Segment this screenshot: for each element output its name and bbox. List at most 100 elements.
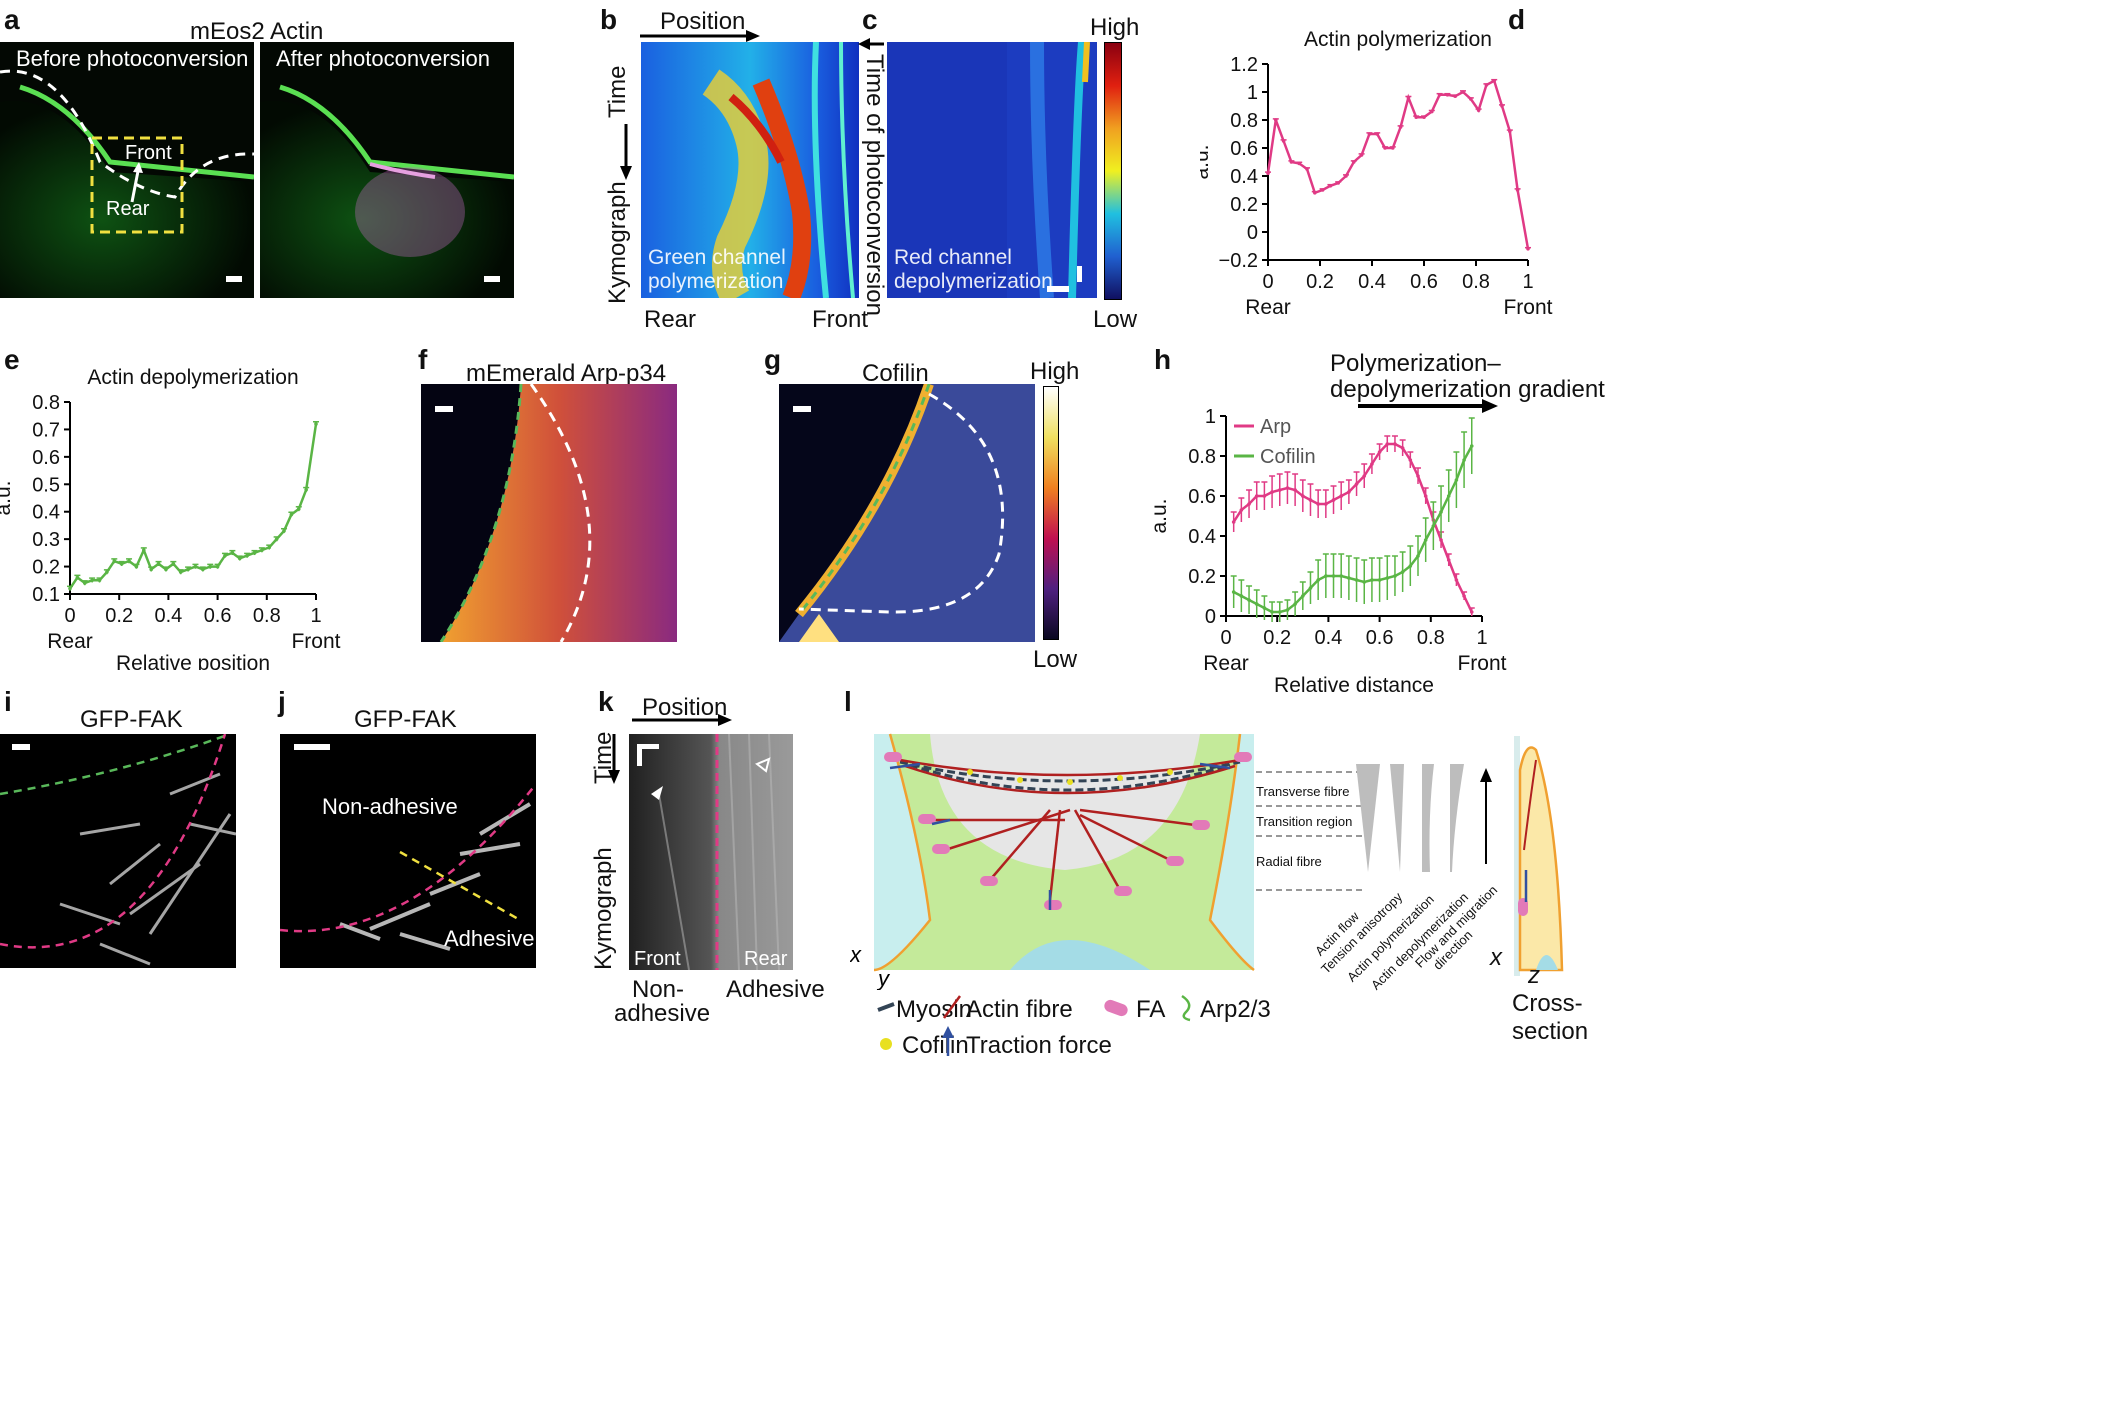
arp-series-point	[1270, 490, 1274, 494]
axis-x-cross: x	[1490, 944, 1502, 971]
arp-series-point	[1324, 502, 1328, 506]
polymerization-point	[1515, 188, 1520, 192]
x-tick-label: 1	[1522, 271, 1533, 293]
y-tick-label: 0.4	[1230, 166, 1258, 188]
depolymerization-point	[296, 507, 301, 511]
adhesive-label: Adhesive	[444, 926, 535, 951]
cofilin-series-point	[1416, 554, 1420, 558]
position-arrow-k	[632, 714, 732, 726]
nonadhesive-label: Non-adhesive	[322, 794, 458, 819]
panel-i-title: GFP-FAK	[80, 706, 183, 733]
polymerization-point	[1414, 115, 1418, 119]
cross-section-2: section	[1512, 1018, 1589, 1045]
panel-label-i: i	[4, 686, 12, 717]
depolymerization-point	[267, 545, 272, 550]
depolymerization-point	[68, 586, 72, 591]
arp-series-point	[1247, 502, 1251, 506]
polymerization-point	[1266, 171, 1270, 175]
depolymerization-point	[314, 422, 318, 426]
depolymerization-point	[112, 559, 117, 563]
cofilin-series-point	[1439, 510, 1443, 514]
depolymerization-point	[149, 567, 153, 572]
arp-series-point	[1347, 490, 1351, 494]
polymerization-point	[1445, 93, 1450, 97]
colorbar-g-low: Low	[1033, 646, 1078, 673]
panel-label-h: h	[1154, 344, 1172, 375]
arp-series-point	[1339, 494, 1343, 498]
legend-label-cofilin: Cofilin	[1260, 446, 1316, 468]
arp-series-point	[1385, 442, 1390, 446]
cofilin-series-point	[1254, 602, 1259, 606]
fa-icon	[1104, 999, 1128, 1017]
depolymerization-point	[134, 564, 139, 569]
cofilin-series-point	[1270, 610, 1274, 614]
micrograph-fak-i	[0, 734, 236, 968]
cofilin-series-point	[1423, 538, 1428, 542]
depolymerization-point	[119, 562, 124, 566]
traction-force-icon	[942, 1026, 954, 1056]
arp-series-point	[1239, 508, 1244, 512]
y-tick-label: −0.2	[1219, 250, 1258, 272]
cofilin-series-point	[1285, 608, 1290, 612]
legend-fa: FA	[1136, 996, 1166, 1023]
y-tick-label: 0	[1247, 222, 1258, 244]
depolymerization-point	[260, 548, 264, 552]
depolymerization-point	[230, 551, 235, 555]
y-tick-label: 0.4	[1188, 526, 1216, 548]
chart-h: 0 0.2 0.4 0.6 0.8 1 0 0.2 0.4 0.6 0.8 1 a.u. Rear Fron…	[1150, 406, 1507, 692]
polymerization-point	[1508, 129, 1512, 133]
x-tick-label: 1	[1476, 627, 1487, 649]
cofilin-icon	[880, 1038, 892, 1050]
kymo-b-front: Front	[812, 306, 869, 333]
depolymerization-point	[215, 564, 220, 569]
cofilin-series-point	[1454, 478, 1459, 482]
arp-series-point	[1462, 594, 1466, 598]
arp-series-point	[1377, 450, 1382, 454]
cofilin-series-point	[1301, 594, 1305, 598]
cofilin-series-point	[1370, 578, 1374, 582]
cofilin-series-point	[1324, 574, 1328, 578]
x-front-label: Front	[291, 630, 340, 653]
depolymerization-point	[274, 537, 279, 541]
position-arrow	[640, 30, 760, 42]
legend-cofilin: Cofilin	[902, 1032, 969, 1059]
polymerization-point	[1313, 191, 1317, 195]
arp-series-point	[1316, 502, 1320, 506]
front-label: Front	[125, 142, 172, 164]
cofilin-series-point	[1469, 444, 1474, 448]
depolymerization-line	[68, 423, 318, 590]
polymerization-point	[1289, 160, 1294, 164]
y-tick-label: 0.8	[1230, 110, 1258, 132]
arp-series-point	[1262, 494, 1267, 498]
axis-z-cross: z	[1528, 962, 1540, 989]
depolymerization-point	[223, 553, 227, 558]
chart-d: −0.200.20.40.60.811.20 0.2 0.4 0.6 0.8 1Actin…	[1200, 28, 1553, 320]
kymo-c-caption1: Red channel	[894, 246, 1012, 269]
kymo-b-time: Time	[604, 65, 631, 118]
kymo-k-adhesive: Adhesive	[726, 976, 825, 1003]
cofilin-series-point	[1354, 578, 1359, 582]
gradient-annotation-1: Polymerization–	[1330, 350, 1501, 377]
transition-region-label: Transition region	[1256, 814, 1353, 829]
depolymerization-point	[105, 570, 109, 574]
y-tick-label: 0.1	[32, 584, 60, 606]
panel-label-d: d	[1508, 4, 1526, 35]
legend-actin-fibre: Actin fibre	[966, 996, 1073, 1023]
legend-traction: Traction force	[966, 1032, 1112, 1059]
y-tick-label: 0.2	[1188, 566, 1216, 588]
depolymerization-point	[289, 512, 294, 517]
cofilin-series-point	[1331, 574, 1336, 578]
polymerization-point	[1344, 174, 1348, 178]
x-tick-label: 0	[1262, 271, 1273, 293]
panel-label-f: f	[418, 344, 428, 375]
cross-section-1: Cross-	[1512, 990, 1583, 1017]
x-tick-label: 0.4	[1314, 627, 1342, 649]
cross-section-glyph	[1514, 736, 1564, 976]
kymo-k-front: Front	[634, 948, 681, 970]
x-tick-label: 0.8	[253, 605, 281, 627]
cofilin-series-point	[1316, 578, 1320, 582]
after-label: After photoconversion	[276, 46, 491, 71]
y-tick-label: 1	[1205, 406, 1216, 428]
gradient-arrow	[1358, 399, 1498, 413]
cofilin-series-point	[1462, 458, 1466, 462]
